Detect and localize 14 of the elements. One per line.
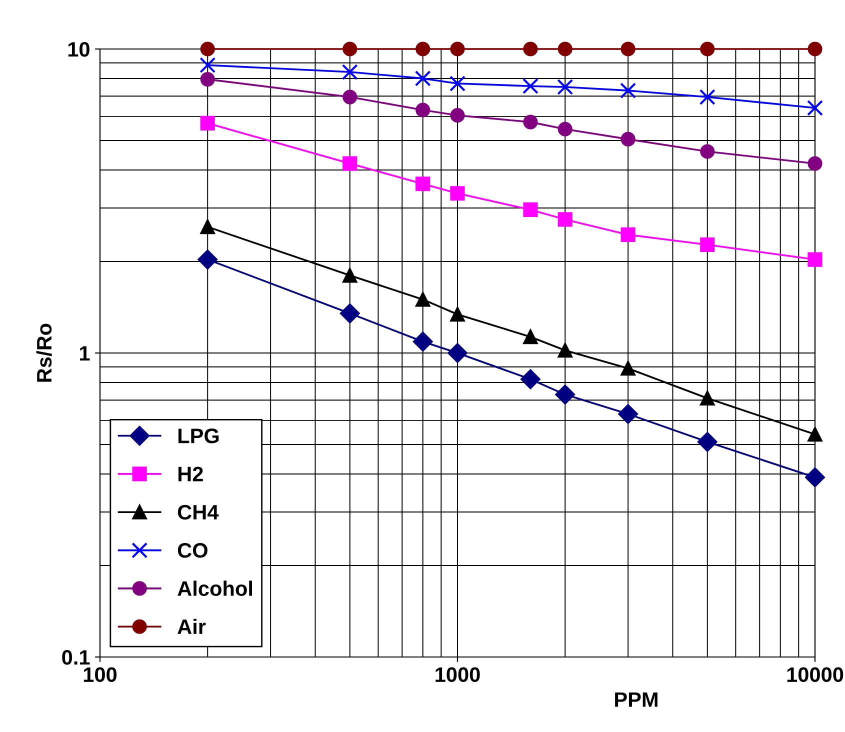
legend-label: LPG — [178, 428, 219, 444]
legend-label: CO — [178, 543, 208, 558]
legend-label: Alcohol — [178, 580, 252, 596]
legend-label: CH4 — [178, 504, 219, 520]
y-axis-title: Rs/Ro — [36, 324, 52, 382]
x-tick-label: 100 — [84, 667, 117, 682]
legend-label: H2 — [178, 466, 203, 482]
y-tick-label: 1 — [80, 346, 90, 361]
y-tick-label: 0.1 — [62, 650, 90, 665]
legend-label: Air — [178, 618, 206, 634]
x-tick-label: 1000 — [436, 667, 480, 682]
y-tick-label: 10 — [68, 42, 90, 57]
x-tick-label: 10000 — [787, 667, 844, 682]
x-axis-title: PPM — [615, 692, 658, 707]
